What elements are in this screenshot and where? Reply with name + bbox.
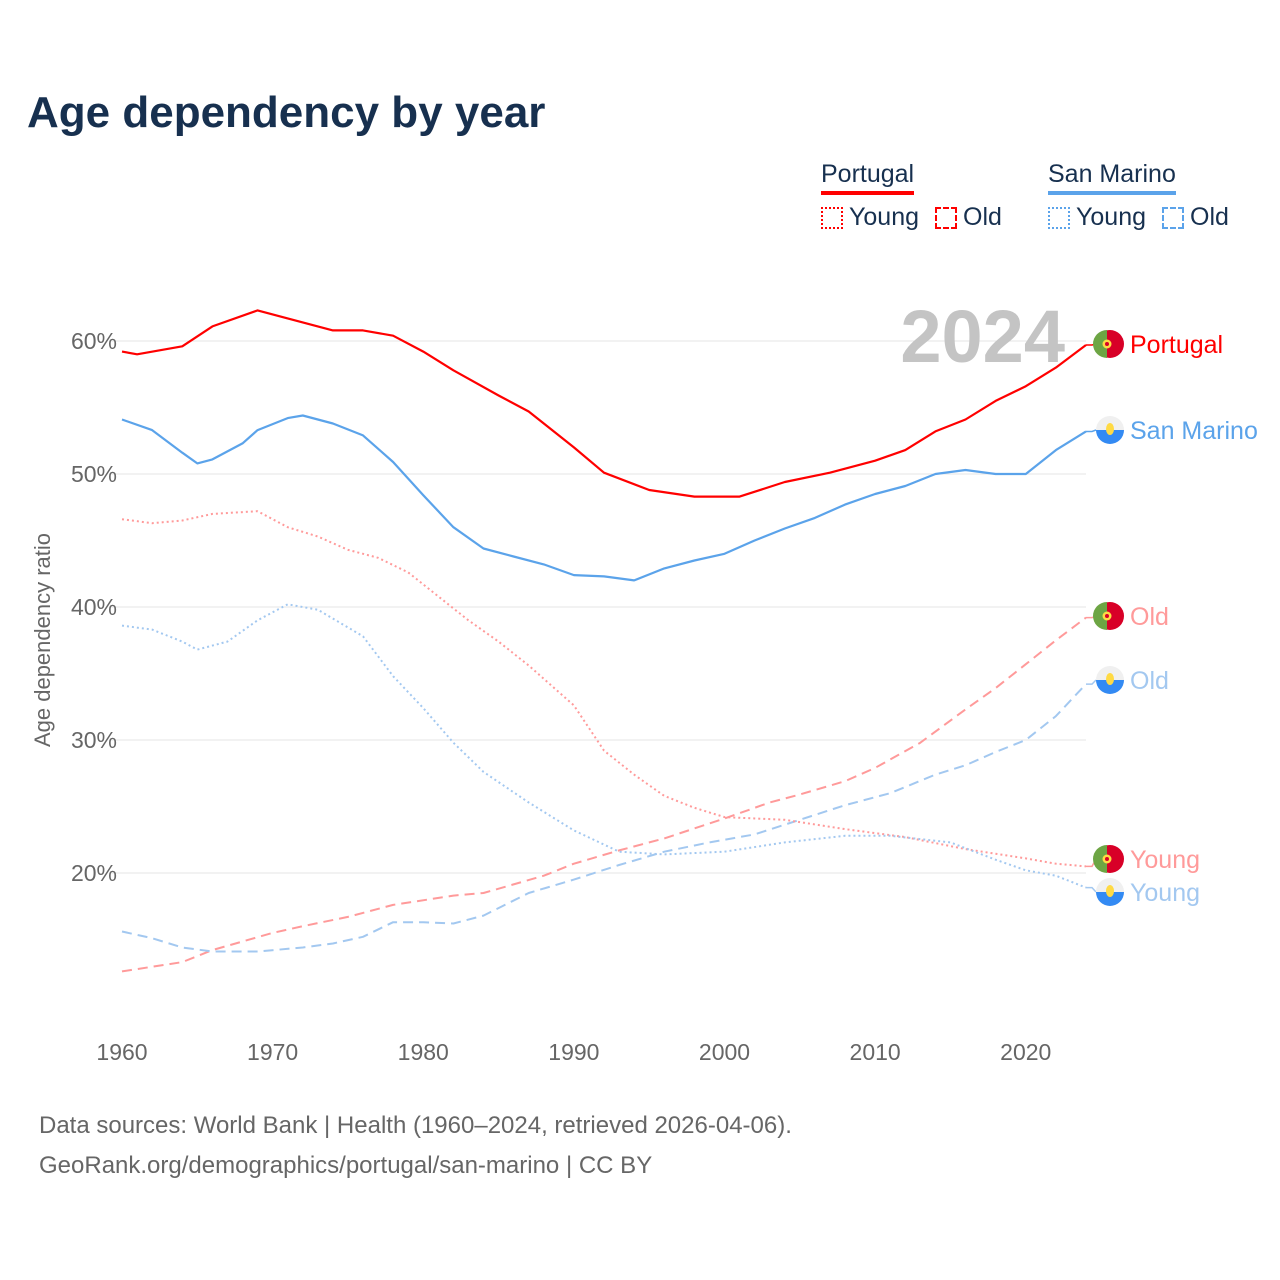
- source-line: Data sources: World Bank | Health (1960–…: [39, 1112, 792, 1139]
- end-label: Young: [1130, 879, 1200, 907]
- portugal-flag-shield: [1105, 342, 1109, 346]
- legend-portugal-old[interactable]: Old: [935, 203, 1002, 232]
- y-tick-label: 50%: [71, 461, 117, 487]
- source-note: Data sources: World Bank | Health (1960–…: [39, 1106, 792, 1186]
- san-marino-flag-blue: [1096, 430, 1124, 444]
- legend-san-marino-name: San Marino: [1048, 160, 1176, 195]
- san-marino-flag-blue: [1096, 892, 1124, 906]
- legend-san-marino-young[interactable]: Young: [1048, 203, 1146, 232]
- label-connector: [1086, 886, 1097, 893]
- y-axis-label: Age dependency ratio: [30, 533, 55, 747]
- x-tick-label: 2010: [850, 1039, 901, 1065]
- x-tick-label: 1960: [96, 1039, 147, 1065]
- series-line-san-marino: [121, 414, 1087, 582]
- san-marino-flag-emblem: [1106, 673, 1114, 685]
- portugal-flag-shield: [1105, 857, 1109, 861]
- label-connector: [1086, 679, 1097, 685]
- x-tick-label: 1980: [398, 1039, 449, 1065]
- dashed-swatch-icon: [935, 206, 957, 229]
- source-link[interactable]: GeoRank.org/demographics/portugal/san-ma…: [39, 1152, 653, 1179]
- dotted-swatch-icon: [1048, 206, 1070, 229]
- portugal-flag-shield: [1105, 614, 1109, 618]
- dashed-swatch-icon: [1162, 206, 1184, 229]
- end-label: Old: [1130, 667, 1169, 695]
- y-tick-label: 20%: [71, 860, 117, 886]
- series-line-portugal-young: [121, 510, 1087, 868]
- y-tick-label: 40%: [71, 594, 117, 620]
- san-marino-flag-emblem: [1106, 423, 1114, 435]
- legend-portugal-name: Portugal: [821, 160, 915, 195]
- series-line-san-marino-old: [121, 683, 1087, 953]
- legend-san-marino-old[interactable]: Old: [1162, 203, 1229, 232]
- end-label: Old: [1130, 603, 1169, 631]
- y-tick-label: 30%: [71, 727, 117, 753]
- dotted-swatch-icon: [821, 206, 843, 229]
- legend-san-marino: San Marino Young Old: [1048, 160, 1245, 232]
- portugal-flag-green: [1093, 330, 1107, 358]
- chart-title: Age dependency by year: [27, 88, 546, 137]
- x-tick-label: 1970: [247, 1039, 298, 1065]
- end-label: Young: [1130, 846, 1200, 874]
- year-overlay: 2024: [900, 295, 1065, 378]
- x-tick-label: 1990: [548, 1039, 599, 1065]
- san-marino-flag-emblem: [1106, 885, 1114, 897]
- legend-portugal: Portugal Young Old: [821, 160, 1018, 232]
- portugal-flag-green: [1093, 845, 1107, 873]
- x-tick-label: 2000: [699, 1039, 750, 1065]
- series-line-portugal: [121, 309, 1087, 498]
- series-line-portugal-old: [121, 616, 1087, 973]
- x-tick-label: 2020: [1000, 1039, 1051, 1065]
- label-connector: [1086, 429, 1097, 433]
- y-tick-label: 60%: [71, 328, 117, 354]
- san-marino-flag-blue: [1096, 680, 1124, 694]
- end-label: San Marino: [1130, 417, 1258, 445]
- end-label: Portugal: [1130, 331, 1223, 359]
- portugal-flag-green: [1093, 602, 1107, 630]
- legend-portugal-young[interactable]: Young: [821, 203, 919, 232]
